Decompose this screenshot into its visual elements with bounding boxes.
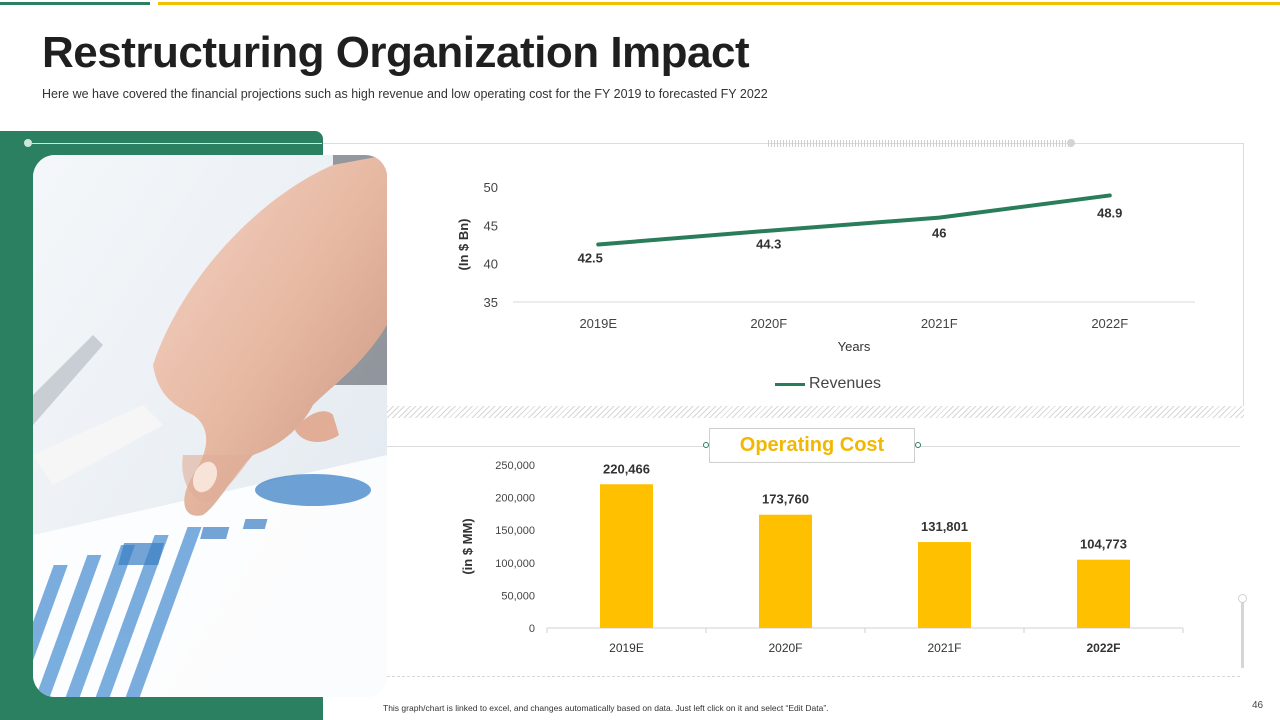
hatched-divider	[387, 406, 1244, 418]
data-label: 46	[932, 226, 946, 241]
y-tick-label: 45	[484, 218, 498, 233]
title-box-right-dot	[915, 442, 921, 448]
x-tick-label: 2020F	[768, 641, 802, 655]
data-label: 44.3	[756, 237, 781, 252]
legend-swatch	[775, 382, 805, 386]
y-tick-label: 100,000	[495, 558, 535, 570]
data-label: 42.5	[578, 251, 603, 266]
data-label: 173,760	[762, 492, 809, 507]
panel-line-decoration	[32, 142, 322, 144]
x-tick-label: 2019E	[609, 641, 644, 655]
y-tick-label: 0	[529, 623, 535, 635]
y-tick-label: 40	[484, 257, 498, 272]
x-tick-label: 2022F	[1091, 316, 1128, 331]
y-tick-label: 250,000	[495, 460, 535, 472]
x-tick-label: 2021F	[921, 316, 958, 331]
x-axis-title: Years	[838, 339, 871, 354]
revenue-legend[interactable]: Revenues	[775, 375, 881, 393]
y-tick-label: 200,000	[495, 493, 535, 505]
revenue-line-chart[interactable]: 35 40 45 50 2019E 2020F 2021F 2022F (In $ Bn) Yea…	[440, 170, 1220, 370]
operating-cost-title-box[interactable]: Operating Cost	[709, 428, 915, 463]
y-tick-label: 50,000	[501, 590, 535, 602]
x-tick-label: 2022F	[1086, 641, 1120, 655]
panel-dot-decoration	[24, 139, 32, 147]
ruler-dot-decoration	[1067, 139, 1075, 147]
x-tick-label: 2019E	[579, 316, 617, 331]
top-accent-green-bar	[0, 2, 150, 5]
x-tick-label: 2020F	[750, 316, 787, 331]
y-tick-label: 35	[484, 295, 498, 310]
data-label: 220,466	[603, 461, 650, 476]
revenue-series-line	[596, 193, 1112, 247]
operating-cost-bar-chart[interactable]: 0 50,000 100,000 150,000 200,000 250,000 220,4…	[440, 455, 1220, 665]
operating-cost-bar	[1077, 559, 1130, 628]
photo-illustration	[33, 155, 387, 697]
slide-subtitle[interactable]: Here we have covered the financial proje…	[42, 87, 768, 101]
operating-cost-bar	[759, 514, 812, 628]
x-tick-label: 2021F	[927, 641, 961, 655]
slide-title[interactable]: Restructuring Organization Impact	[42, 28, 750, 77]
title-box-left-dot	[703, 442, 709, 448]
y-tick-label: 50	[484, 180, 498, 195]
chart-frame-right-line	[1243, 143, 1244, 408]
data-label: 104,773	[1080, 537, 1127, 552]
legend-label: Revenues	[809, 375, 882, 392]
top-accent-yellow-bar	[158, 2, 1280, 5]
operating-cost-title: Operating Cost	[739, 434, 885, 456]
y-tick-label: 150,000	[495, 525, 535, 537]
footer-note[interactable]: This graph/chart is linked to excel, and…	[383, 703, 829, 713]
ruler-tick-decoration	[768, 140, 1070, 147]
data-label: 48.9	[1097, 205, 1122, 220]
page-number: 46	[1252, 700, 1264, 711]
hand-pointing-photo[interactable]	[33, 155, 387, 697]
right-post-decoration	[1241, 600, 1244, 668]
data-label: 131,801	[921, 519, 968, 534]
operating-cost-bar	[600, 484, 653, 628]
y-axis-title: (in $ MM)	[460, 518, 475, 574]
dashed-bottom-line	[387, 676, 1240, 677]
right-post-dot	[1238, 594, 1247, 603]
operating-cost-bar	[918, 542, 971, 628]
y-axis-title: (In $ Bn)	[456, 219, 471, 271]
